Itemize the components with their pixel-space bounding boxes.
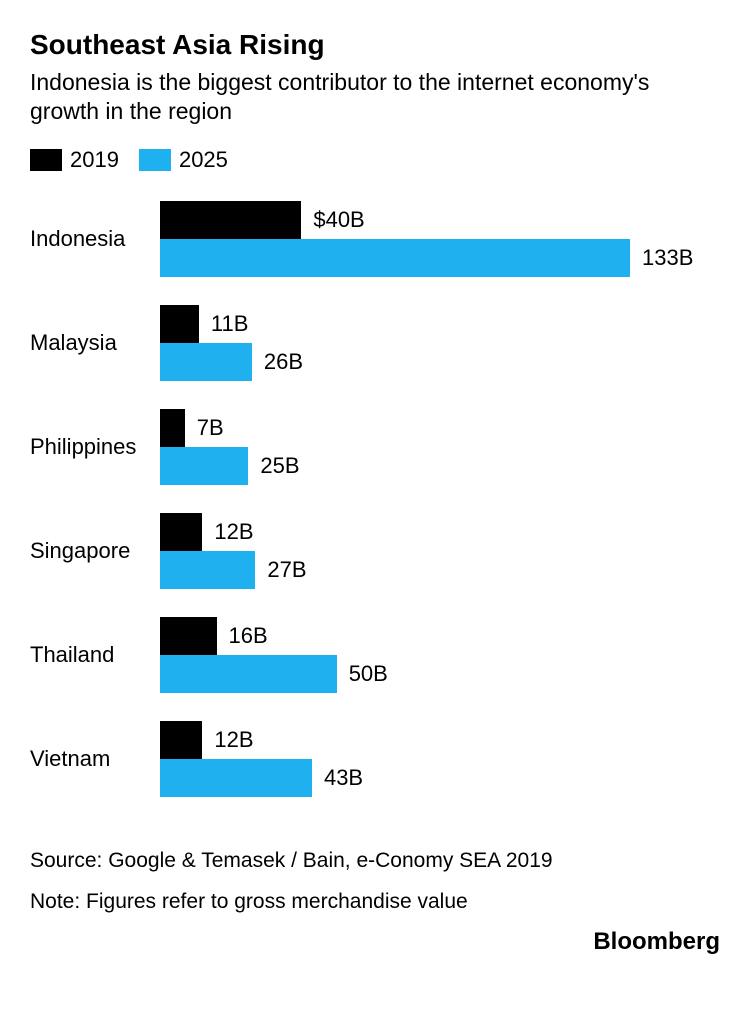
- category-label: Malaysia: [30, 330, 160, 356]
- bar-row: 43B: [160, 759, 720, 797]
- bar-row: 25B: [160, 447, 720, 485]
- bar-row: 11B: [160, 305, 720, 343]
- chart-group: Thailand 16B 50B: [30, 617, 720, 693]
- bar: [160, 551, 255, 589]
- bar-value-label: 12B: [214, 519, 253, 545]
- bar-value-label: 43B: [324, 765, 363, 791]
- bar-row: 133B: [160, 239, 720, 277]
- category-label: Thailand: [30, 642, 160, 668]
- bar-value-label: 26B: [264, 349, 303, 375]
- bar-value-label: 27B: [267, 557, 306, 583]
- category-label: Indonesia: [30, 226, 160, 252]
- chart-group: Vietnam 12B 43B: [30, 721, 720, 797]
- legend-swatch: [139, 149, 171, 171]
- bar-value-label: 12B: [214, 727, 253, 753]
- legend: 2019 2025: [30, 147, 720, 173]
- category-label: Philippines: [30, 434, 160, 460]
- brand-label: Bloomberg: [30, 928, 720, 956]
- chart-group: Philippines 7B 25B: [30, 409, 720, 485]
- source-text: Source: Google & Temasek / Bain, e-Conom…: [30, 847, 720, 875]
- bar-row: 27B: [160, 551, 720, 589]
- legend-swatch: [30, 149, 62, 171]
- bar-row: 50B: [160, 655, 720, 693]
- bar-value-label: 133B: [642, 245, 693, 271]
- bar-row: 16B: [160, 617, 720, 655]
- bar-value-label: 7B: [197, 415, 224, 441]
- legend-item: 2025: [139, 147, 228, 173]
- bar-row: 7B: [160, 409, 720, 447]
- legend-item: 2019: [30, 147, 119, 173]
- bar: [160, 617, 217, 655]
- bar: [160, 201, 301, 239]
- bar: [160, 759, 312, 797]
- bar: [160, 721, 202, 759]
- bar-row: 26B: [160, 343, 720, 381]
- category-label: Vietnam: [30, 746, 160, 772]
- bar: [160, 409, 185, 447]
- bar-pair: 11B 26B: [160, 305, 720, 381]
- legend-label: 2019: [70, 147, 119, 173]
- note-text: Note: Figures refer to gross merchandise…: [30, 888, 720, 916]
- category-label: Singapore: [30, 538, 160, 564]
- bar-value-label: $40B: [313, 207, 364, 233]
- bar-chart: Indonesia $40B 133B Malaysia 11B 26B Philippin…: [30, 201, 720, 797]
- bar-value-label: 16B: [229, 623, 268, 649]
- bar: [160, 305, 199, 343]
- chart-subtitle: Indonesia is the biggest contributor to …: [30, 68, 720, 128]
- bar-value-label: 25B: [260, 453, 299, 479]
- bar: [160, 343, 252, 381]
- bar-value-label: 11B: [211, 311, 249, 337]
- bar-pair: $40B 133B: [160, 201, 720, 277]
- bar: [160, 239, 630, 277]
- chart-group: Indonesia $40B 133B: [30, 201, 720, 277]
- bar: [160, 447, 248, 485]
- legend-label: 2025: [179, 147, 228, 173]
- bar-value-label: 50B: [349, 661, 388, 687]
- chart-group: Malaysia 11B 26B: [30, 305, 720, 381]
- bar-pair: 7B 25B: [160, 409, 720, 485]
- bar-pair: 12B 43B: [160, 721, 720, 797]
- chart-title: Southeast Asia Rising: [30, 28, 720, 62]
- chart-group: Singapore 12B 27B: [30, 513, 720, 589]
- bar: [160, 513, 202, 551]
- bar: [160, 655, 337, 693]
- bar-pair: 12B 27B: [160, 513, 720, 589]
- bar-row: $40B: [160, 201, 720, 239]
- bar-row: 12B: [160, 513, 720, 551]
- bar-pair: 16B 50B: [160, 617, 720, 693]
- bar-row: 12B: [160, 721, 720, 759]
